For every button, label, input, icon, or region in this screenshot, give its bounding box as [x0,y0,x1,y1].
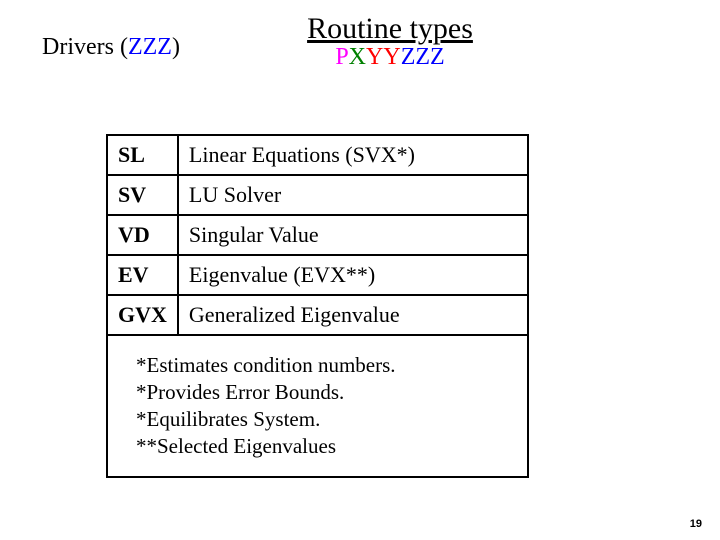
routine-desc: Singular Value [178,215,528,255]
routine-code: SL [107,135,178,175]
table-row: SL Linear Equations (SVX*) [107,135,528,175]
routine-desc: LU Solver [178,175,528,215]
footnotes-row: *Estimates condition numbers. *Provides … [107,335,528,477]
table-row: GVX Generalized Eigenvalue [107,295,528,335]
routine-code: VD [107,215,178,255]
footnote-line: **Selected Eigenvalues [136,433,517,460]
table-row: EV Eigenvalue (EVX**) [107,255,528,295]
footnotes-cell: *Estimates condition numbers. *Provides … [107,335,528,477]
table-row: SV LU Solver [107,175,528,215]
drivers-post: ) [172,34,180,60]
footnote-line: *Estimates condition numbers. [136,352,517,379]
code-x: X [349,44,366,70]
drivers-zzz: ZZZ [128,34,172,60]
drivers-pre: Drivers ( [42,34,128,60]
code-zzz: ZZZ [401,44,445,70]
code-p: P [335,44,348,70]
table-row: VD Singular Value [107,215,528,255]
routine-code: GVX [107,295,178,335]
drivers-label: Drivers (ZZZ) [42,34,180,61]
routine-desc: Eigenvalue (EVX**) [178,255,528,295]
routine-code: SV [107,175,178,215]
footnote-line: *Provides Error Bounds. [136,379,517,406]
page-number: 19 [690,518,702,530]
routine-code: EV [107,255,178,295]
footnote-line: *Equilibrates System. [136,406,517,433]
routine-desc: Linear Equations (SVX*) [178,135,528,175]
routine-desc: Generalized Eigenvalue [178,295,528,335]
code-yy: YY [366,44,401,70]
routine-table: SL Linear Equations (SVX*) SV LU Solver … [106,134,529,478]
